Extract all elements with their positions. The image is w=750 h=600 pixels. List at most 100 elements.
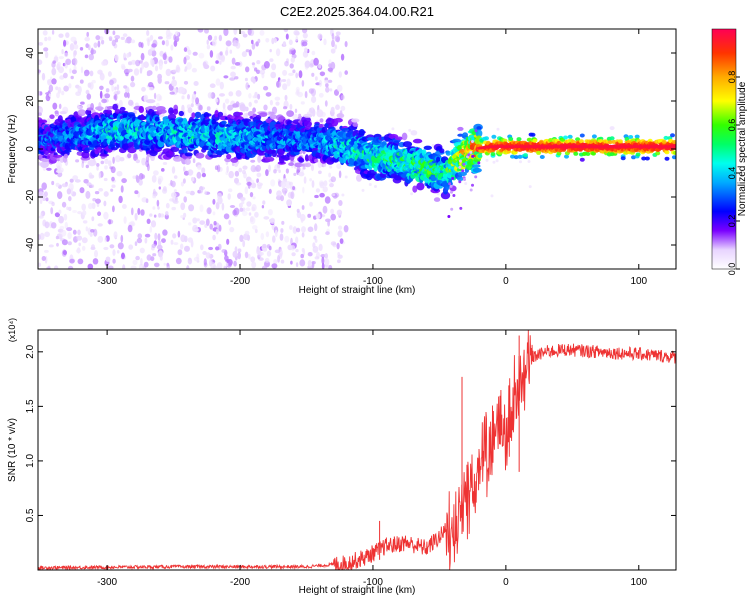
heatmap-ridge-cell: [564, 154, 569, 159]
heatmap-noise-cell: [122, 264, 126, 269]
heatmap-noise-cell: [257, 93, 261, 100]
heatmap-noise-cell: [309, 201, 313, 207]
heatmap-ridge-cell: [585, 151, 591, 156]
heatmap-noise-cell: [72, 58, 76, 64]
heatmap-noise-cell: [188, 222, 192, 226]
heatmap-ridge-cell: [241, 118, 252, 123]
heatmap-noise-cell: [282, 187, 286, 196]
heatmap-noise-cell: [141, 157, 147, 166]
heatmap-noise-cell: [228, 219, 232, 226]
heatmap-noise-cell: [212, 38, 217, 47]
heatmap-noise-cell: [95, 35, 101, 41]
heatmap-noise-cell: [209, 83, 216, 88]
heatmap-ridge-cell: [628, 135, 634, 139]
heatmap-noise-cell: [237, 251, 241, 260]
heatmap-noise-cell: [212, 198, 216, 205]
heatmap-noise-cell: [329, 165, 333, 169]
heatmap-noise-cell: [172, 69, 178, 73]
heatmap-noise-cell: [70, 187, 73, 196]
heatmap-noise-cell: [136, 237, 143, 244]
heatmap-noise-cell: [135, 255, 140, 261]
heatmap-noise-cell: [98, 188, 104, 192]
heatmap-noise-cell: [252, 196, 256, 200]
heatmap-noise-cell: [158, 62, 163, 70]
heatmap-noise-cell: [67, 232, 72, 240]
heatmap-ridge-cell: [221, 120, 227, 125]
heatmap-noise-cell: [116, 250, 120, 254]
heatmap-noise-cell: [180, 202, 186, 211]
heatmap-noise-cell: [230, 71, 236, 78]
heatmap-noise-cell: [344, 70, 349, 75]
heatmap-noise-cell: [174, 31, 180, 37]
heatmap-noise-cell: [121, 65, 126, 70]
heatmap-noise-cell: [330, 208, 334, 214]
heatmap-noise-cell: [231, 57, 236, 65]
heatmap-noise-cell: [310, 88, 316, 97]
heatmap-noise-cell: [272, 235, 276, 243]
heatmap-noise-cell: [180, 215, 185, 219]
heatmap-noise-cell: [262, 243, 267, 249]
heatmap-noise-cell: [79, 187, 85, 194]
heatmap-noise-cell: [206, 44, 211, 50]
heatmap-ridge-cell: [195, 152, 205, 159]
heatmap-noise-cell: [260, 232, 265, 241]
heatmap-noise-cell: [67, 241, 72, 246]
heatmap-noise-cell: [301, 205, 305, 210]
heatmap-noise-cell: [151, 50, 157, 57]
heatmap-noise-cell: [282, 41, 287, 47]
heatmap-noise-cell: [274, 249, 281, 254]
heatmap-noise-cell: [229, 226, 235, 233]
heatmap-ridge-cell: [410, 130, 418, 136]
heatmap-noise-cell: [153, 214, 157, 218]
heatmap-noise-cell: [109, 79, 114, 86]
heatmap-noise-cell: [280, 180, 287, 189]
heatmap-noise-cell: [250, 216, 254, 223]
heatmap-ridge-cell: [484, 136, 489, 141]
heatmap-noise-cell: [164, 213, 169, 220]
heatmap-noise-cell: [143, 61, 149, 68]
heatmap-noise-cell: [132, 259, 138, 266]
heatmap-noise-cell: [187, 257, 193, 265]
heatmap-noise-cell: [249, 192, 254, 198]
heatmap-noise-cell: [251, 204, 257, 212]
heatmap-noise-cell: [284, 235, 290, 243]
heatmap-noise-cell: [251, 62, 255, 66]
heatmap-noise-cell: [262, 248, 268, 252]
heatmap-ridge-cell: [238, 112, 243, 116]
heatmap-noise-cell: [229, 77, 236, 81]
heatmap-noise-cell: [130, 39, 136, 44]
heatmap-ridge-cell: [563, 135, 568, 140]
heatmap-noise-cell: [248, 93, 252, 99]
heatmap-ridge-cell: [570, 139, 576, 144]
heatmap-noise-cell: [183, 56, 187, 65]
heatmap-noise-cell: [302, 166, 306, 170]
heatmap-noise-cell: [338, 200, 343, 206]
heatmap-noise-cell: [59, 225, 65, 230]
heatmap-noise-cell: [126, 53, 130, 58]
heatmap-ridge-cell: [109, 140, 116, 149]
heatmap-ridge-cell: [145, 99, 156, 104]
heatmap-noise-cell: [324, 258, 330, 266]
heatmap-noise-cell: [232, 209, 237, 216]
heatmap-noise-cell: [242, 240, 246, 248]
heatmap-ridge-cell: [351, 118, 360, 123]
heatmap-noise-cell: [330, 213, 337, 221]
heatmap-noise-cell: [80, 66, 84, 74]
heatmap-noise-cell: [374, 185, 377, 188]
heatmap-noise-cell: [97, 223, 103, 227]
heatmap-noise-cell: [48, 93, 52, 97]
heatmap-noise-cell: [207, 92, 213, 99]
heatmap-noise-cell: [334, 89, 339, 96]
heatmap-noise-cell: [69, 258, 75, 264]
heatmap-noise-cell: [146, 70, 153, 76]
heatmap-noise-cell: [289, 63, 294, 69]
heatmap-noise-cell: [186, 265, 190, 269]
heatmap-noise-cell: [173, 40, 178, 47]
heatmap-noise-cell: [254, 228, 258, 234]
heatmap-noise-cell: [250, 159, 256, 163]
heatmap-noise-cell: [187, 169, 194, 176]
heatmap-noise-cell: [82, 220, 88, 224]
heatmap-noise-cell: [187, 94, 190, 100]
heatmap-noise-cell: [242, 113, 248, 120]
heatmap-noise-cell: [246, 181, 252, 186]
